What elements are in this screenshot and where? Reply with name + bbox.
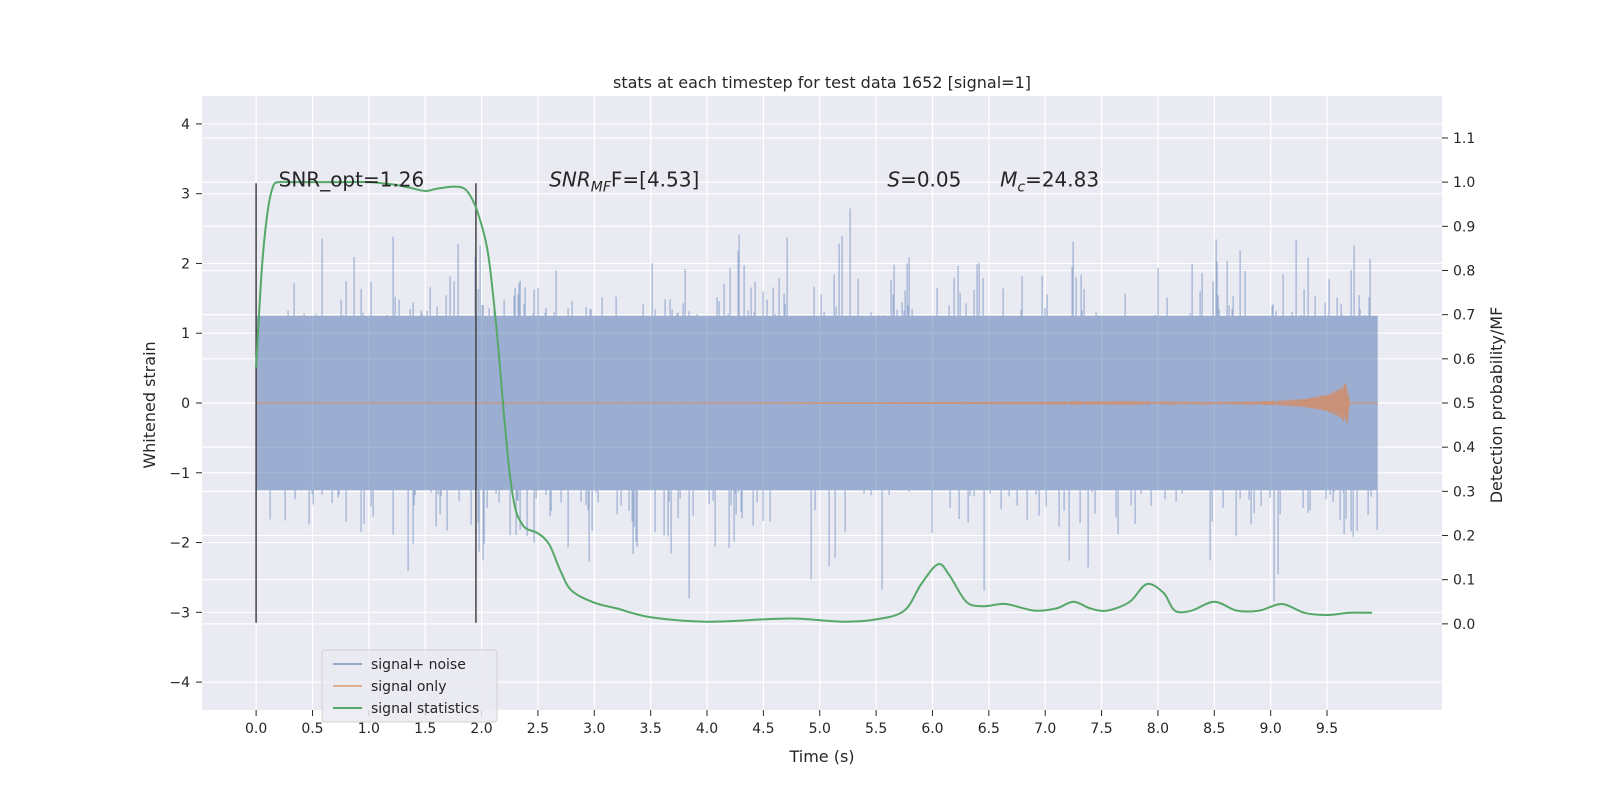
y-axis-left: −4 −3 −2 −1 0 1 2 3 4 [169, 117, 202, 691]
y-right-tick-label-2: 0.2 [1453, 529, 1475, 545]
x-tick-label-16: 8.0 [1147, 721, 1169, 737]
y-axis-right-label: Detection probability/MF [1487, 307, 1506, 504]
x-tick-label-7: 3.5 [640, 721, 662, 737]
chart-title: stats at each timestep for test data 165… [613, 73, 1031, 92]
x-tick-label-17: 8.5 [1203, 721, 1225, 737]
x-tick-label-15: 7.5 [1090, 721, 1112, 737]
signal-statistics-line [255, 180, 1373, 623]
x-tick-label-10: 5.0 [809, 721, 831, 737]
y-left-tick-label-8: 4 [181, 117, 190, 133]
x-tick-label-13: 6.5 [978, 721, 1000, 737]
x-axis-label: Time (s) [788, 747, 854, 766]
x-tick-label-4: 2.0 [470, 721, 492, 737]
x-tick-label-19: 9.5 [1316, 721, 1338, 737]
y-left-tick-label-5: 1 [181, 326, 190, 342]
legend: signal+ noise signal only signal statist… [321, 649, 498, 723]
legend-box [321, 649, 498, 723]
y-right-tick-label-9: 0.9 [1453, 219, 1475, 235]
x-tick-label-0: 0.0 [245, 721, 267, 737]
series-signal-only [256, 383, 1378, 424]
x-tick-label-18: 9.0 [1260, 721, 1282, 737]
x-tick-label-1: 0.5 [301, 721, 323, 737]
x-tick-label-3: 1.5 [414, 721, 436, 737]
y-right-tick-label-10: 1.0 [1453, 175, 1475, 191]
annotation-snr-opt: SNR_opt=1.26 [279, 168, 425, 192]
y-right-tick-label-3: 0.3 [1453, 484, 1475, 500]
y-left-tick-label-6: 2 [181, 256, 190, 272]
y-left-tick-label-1: −3 [169, 605, 190, 621]
series-signal-statistics [255, 180, 1373, 623]
y-right-tick-label-0: 0.0 [1453, 617, 1475, 633]
annotation-mc: Mc=24.83 [1000, 168, 1099, 196]
x-tick-label-6: 3.0 [583, 721, 605, 737]
y-right-tick-label-11: 1.1 [1453, 131, 1475, 147]
x-tick-label-14: 7.0 [1034, 721, 1056, 737]
y-axis-left-label: Whitened strain [140, 341, 159, 468]
y-left-tick-label-0: −4 [169, 675, 190, 691]
y-right-tick-label-1: 0.1 [1453, 573, 1475, 589]
x-axis: 0.0 0.5 1.0 1.5 2.0 2.5 3.0 3.5 4.0 4.5 5.0 5.5 6.0 6… [245, 710, 1338, 737]
y-left-tick-label-2: −2 [169, 536, 190, 552]
x-tick-label-2: 1.0 [358, 721, 380, 737]
x-tick-label-12: 6.0 [921, 721, 943, 737]
x-tick-label-9: 4.5 [752, 721, 774, 737]
legend-label-signal-noise: signal+ noise [371, 657, 466, 673]
y-left-tick-label-4: 0 [181, 396, 190, 412]
y-right-tick-label-5: 0.5 [1453, 396, 1475, 412]
signal-only-trace [256, 383, 1378, 424]
y-right-tick-label-7: 0.7 [1453, 308, 1475, 324]
legend-label-signal-only: signal only [371, 679, 446, 695]
y-left-tick-label-3: −1 [169, 466, 190, 482]
y-right-tick-label-4: 0.4 [1453, 440, 1475, 456]
y-axis-right: 0.0 0.1 0.2 0.3 0.4 0.5 0.6 0.7 0.8 0.9 1.0 1.1 [1442, 131, 1475, 633]
y-right-tick-label-8: 0.8 [1453, 263, 1475, 279]
y-right-tick-label-6: 0.6 [1453, 352, 1475, 368]
legend-label-signal-statistics: signal statistics [371, 701, 479, 717]
annotation-s-stat: S=0.05 [887, 168, 961, 192]
x-tick-label-8: 4.0 [696, 721, 718, 737]
x-tick-label-5: 2.5 [527, 721, 549, 737]
y-left-tick-label-7: 3 [181, 187, 190, 203]
x-tick-label-11: 5.5 [865, 721, 887, 737]
annotation-snr-mf: SNRMFF=[4.53] [549, 168, 699, 196]
annotations: SNR_opt=1.26 SNRMFF=[4.53] S=0.05 Mc=24.83 [279, 168, 1099, 196]
marker-lines [255, 183, 477, 623]
